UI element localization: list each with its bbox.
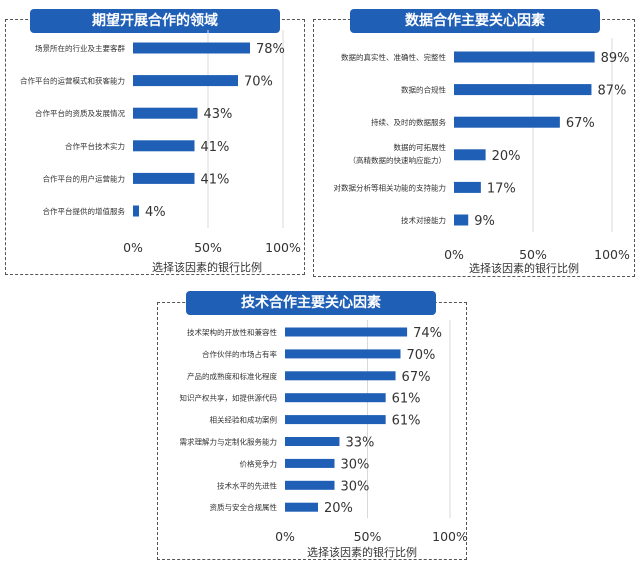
category-label: 合作平台提供的增值服务 [43,206,126,216]
data-label: 20% [324,501,353,516]
bar [454,84,592,96]
x-tick-label: 0% [123,240,143,255]
category-label: 合作平台的用户运营能力 [43,173,126,183]
x-tick-label: 50% [519,247,547,262]
data-label: 70% [244,75,273,90]
category-label: 持续、及时的数据服务 [371,117,446,127]
x-tick-label: 0% [275,529,295,544]
data-label: 41% [201,172,230,187]
x-tick-label: 100% [265,240,301,255]
data-label: 70% [407,348,436,363]
bar [133,205,139,217]
bar [285,437,340,446]
bar [133,42,250,54]
category-label: 数据的合规性 [401,85,446,95]
x-tick-label: 100% [432,529,468,544]
x-tick-label: 50% [354,529,382,544]
category-label: 合作伙伴的市场占有率 [202,349,277,359]
bar [133,172,195,184]
data-label: 33% [345,436,374,451]
data-label: 74% [413,326,442,341]
x-tick-label: 100% [594,247,630,262]
bar [285,393,386,403]
bar [285,371,396,381]
x-tick-label: 50% [194,240,222,255]
category-label: 对数据分析等相关功能的支持能力 [334,182,447,192]
bar [133,140,195,152]
data-label: 17% [487,181,516,196]
category-label: 技术对接能力 [401,215,446,225]
category-sublabel: （高精数据的快速响应能力） [349,155,447,165]
data-label: 20% [492,149,521,164]
x-axis-label: 选择该因素的银行比例 [152,260,262,274]
data-label: 61% [392,392,421,407]
x-tick-label: 0% [444,247,464,262]
data-label: 78% [256,42,285,57]
bar [285,502,318,512]
bar [285,349,401,359]
category-label: 数据的真实性、准确性、完整性 [341,52,446,62]
bar [285,480,335,490]
category-label: 合作平台的运营模式和获客能力 [20,76,125,86]
chart-title: 数据合作主要关心因素 [350,9,600,33]
category-label: 技术水平的先进性 [217,480,277,490]
category-label: 相关经验和成功案例 [210,415,278,425]
bar [133,75,238,87]
category-label: 产品的成熟度和标准化程度 [187,371,277,381]
data-label: 61% [392,414,421,429]
bar [454,214,469,226]
data-label: 89% [601,51,630,66]
data-label: 30% [341,457,370,472]
category-label: 场景所在的行业及主要客群 [35,43,125,53]
category-label: 需求理解力与定制化服务能力 [180,437,278,447]
category-label: 价格竞争力 [240,458,278,468]
category-label: 技术架构的开放性和兼容性 [187,327,277,337]
bar [285,415,386,425]
data-label: 41% [201,140,230,155]
x-axis-label: 选择该因素的银行比例 [469,261,579,275]
x-axis-label: 选择该因素的银行比例 [307,545,417,559]
bar [133,107,198,119]
data-label: 4% [145,205,166,220]
bar [454,116,560,128]
category-label: 合作平台的资质及发展情况 [35,108,125,118]
chart-title: 技术合作主要关心因素 [186,291,436,315]
bar [454,149,486,161]
data-label: 30% [341,479,370,494]
data-label: 43% [204,107,233,122]
data-label: 67% [566,116,595,131]
chart-title: 期望开展合作的领域 [30,9,280,33]
category-label: 知识产权共享，如提供源代码 [180,393,278,403]
category-label: 资质与安全合规属性 [210,502,278,512]
category-label: 合作平台技术实力 [65,141,125,151]
data-label: 9% [474,214,495,229]
bar [454,181,481,193]
data-label: 67% [402,370,431,385]
bar [285,458,335,468]
bar [285,327,408,337]
data-label: 87% [597,84,626,99]
bar [454,51,595,63]
category-label: 数据的可拓展性 [394,142,447,152]
